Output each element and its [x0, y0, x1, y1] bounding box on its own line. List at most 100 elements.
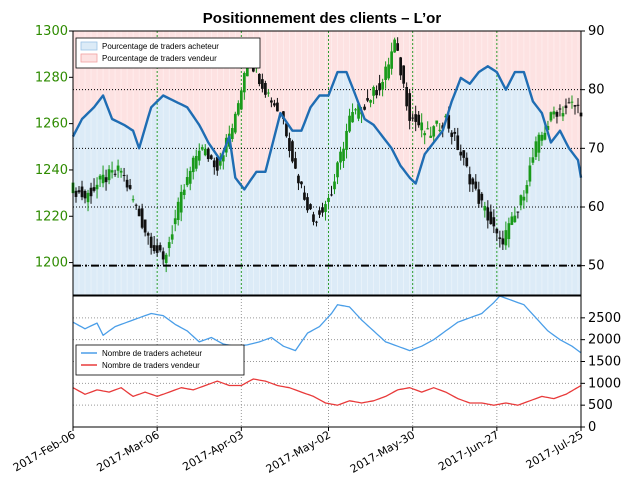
left-tick-label: 1260 [35, 117, 68, 132]
candle-body [267, 92, 270, 94]
candle-body [182, 189, 186, 196]
legend-swatch-short [80, 53, 98, 63]
candle-body [312, 214, 315, 222]
candle-body [83, 190, 87, 199]
right-tick-label: 80 [588, 83, 605, 98]
candle-body [501, 238, 505, 245]
candle-body [432, 126, 436, 137]
candle-body [236, 103, 240, 115]
x-tick-label: 2017-Jun-27 [436, 428, 501, 473]
candle-body [200, 147, 204, 150]
candle-body [233, 113, 237, 133]
left-tick-label: 1200 [35, 256, 68, 271]
x-tick-label: 2017-May-30 [348, 428, 417, 476]
candle-body [294, 158, 297, 169]
candle-body [191, 157, 195, 173]
candle-body [128, 185, 132, 189]
candle-body [423, 133, 427, 136]
candle-body [212, 160, 216, 168]
candle-body [327, 197, 330, 202]
lower-legend: Nombre de traders acheteur Nombre de trad… [75, 344, 245, 376]
candle-body [510, 216, 514, 225]
candle-body [113, 173, 117, 175]
lower-frame [72, 295, 582, 428]
candle-body [321, 207, 324, 213]
candle-body [390, 51, 393, 69]
candle-body [381, 81, 384, 90]
candle-body [185, 177, 189, 186]
candle-body [468, 174, 472, 185]
candle-body [288, 138, 291, 152]
candle-body [426, 128, 430, 130]
right-tick-label: 90 [588, 24, 605, 39]
candle-body [384, 66, 387, 80]
candle-body [540, 134, 544, 141]
candle-body [546, 125, 550, 131]
candle-body [447, 115, 451, 129]
candle-body [471, 178, 475, 185]
candle-body [86, 192, 90, 203]
candle-body [564, 105, 568, 109]
right-tick-label: 60 [588, 200, 605, 215]
candle-body [558, 108, 562, 110]
candle-body [450, 132, 454, 137]
candle-body [573, 105, 577, 107]
candle-body [77, 190, 81, 193]
candle-body [417, 114, 421, 126]
lower-tick-label: 1000 [588, 376, 621, 391]
short-count-line [72, 378, 582, 406]
candle-body [462, 150, 466, 158]
ratio-series-line [71, 65, 583, 191]
left-tick-label: 1240 [35, 163, 68, 178]
candle-body [98, 175, 102, 180]
candle-body [176, 201, 180, 221]
candle-body [486, 207, 490, 221]
candle-body [477, 189, 481, 204]
candle-body [408, 93, 412, 121]
candle-body [282, 111, 285, 119]
candle-body [324, 204, 327, 212]
candle-body [291, 141, 294, 162]
candle-body [297, 175, 300, 184]
candle-body [372, 87, 375, 96]
candle-body [534, 141, 538, 157]
candle-body [122, 175, 126, 177]
lower-panel: 0 500 1000 1500 2000 2500 Nombre de traders a… [72, 295, 621, 435]
candle-body [242, 73, 246, 93]
candle-body [513, 215, 517, 223]
candle-body [230, 128, 234, 140]
candle-body [179, 191, 183, 213]
candle-body [378, 83, 381, 91]
candle-body [276, 102, 279, 112]
candle-body [116, 165, 120, 171]
candle-body [399, 57, 402, 76]
lower-tick-label: 0 [588, 420, 596, 435]
left-tick-label: 1280 [35, 70, 68, 85]
candle-body [306, 197, 309, 211]
candle-body [161, 251, 165, 260]
candle-body [567, 102, 571, 104]
candle-body [555, 111, 559, 117]
candle-body [531, 157, 535, 163]
price-candles [71, 37, 583, 273]
long-ratio-line [71, 65, 583, 191]
candle-body [405, 87, 409, 107]
candle-body [345, 130, 348, 150]
candle-body [89, 187, 93, 197]
candle-body [209, 155, 213, 159]
candle-body [351, 112, 354, 123]
candle-body [264, 83, 267, 95]
candle-body [218, 160, 222, 166]
candle-body [170, 234, 174, 240]
candle-body [537, 134, 541, 153]
lower-tick-label: 2500 [588, 311, 621, 326]
candle-body [459, 151, 463, 156]
candle-body [561, 113, 565, 117]
candle-body [498, 237, 502, 239]
candle-body [528, 165, 532, 182]
candle-body [411, 117, 415, 119]
candle-body [435, 120, 439, 124]
candle-body [239, 90, 243, 110]
x-tick-label: 2017-Apr-03 [180, 428, 245, 473]
candle-body [270, 100, 273, 103]
